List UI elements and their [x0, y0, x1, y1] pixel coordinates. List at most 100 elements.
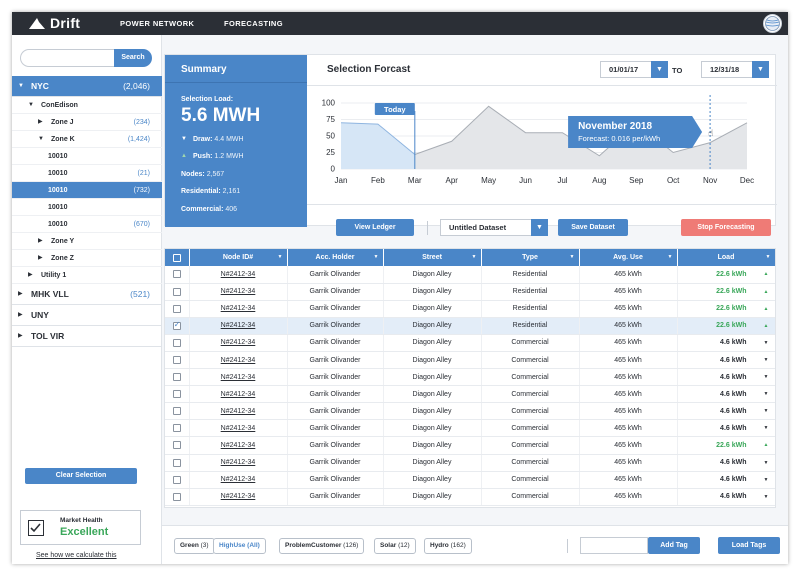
nav-power-network[interactable]: POWER NETWORK — [120, 19, 195, 28]
node-id-link[interactable]: N#2412-34 — [189, 454, 288, 472]
date-to-picker[interactable]: 12/31/18 ▼ — [701, 61, 769, 78]
save-dataset-button[interactable]: Save Dataset — [558, 219, 628, 236]
caret-down-icon[interactable]: ▼ — [28, 102, 34, 108]
health-calculation-link[interactable]: See how we calculate this — [36, 552, 117, 559]
sort-down-icon[interactable]: ▼ — [277, 254, 283, 260]
row-checkbox[interactable] — [165, 385, 190, 404]
date-from-picker[interactable]: 01/01/17 ▼ — [600, 61, 668, 78]
row-checkbox[interactable] — [165, 436, 190, 455]
column-acc-holder[interactable]: Acc. Holder ▼ — [287, 249, 384, 266]
row-checkbox[interactable] — [165, 300, 190, 318]
table-row[interactable]: N#2412-34 Garrik Olivander Diagon Alley Com… — [165, 454, 775, 472]
chevron-down-icon[interactable]: ▼ — [752, 61, 769, 78]
caret-right-icon[interactable]: ▶ — [18, 291, 23, 297]
node-id-link[interactable]: N#2412-34 — [189, 351, 288, 370]
node-id-link[interactable]: N#2412-34 — [189, 317, 288, 335]
chevron-down-icon[interactable]: ▼ — [531, 219, 548, 236]
chevron-down-icon[interactable]: ▼ — [651, 61, 668, 78]
checkbox[interactable] — [172, 320, 181, 330]
tag-chip[interactable]: Green (3) — [174, 538, 215, 554]
tree-item[interactable]: 10010 — [12, 148, 162, 165]
row-checkbox[interactable] — [165, 488, 190, 506]
caret-right-icon[interactable]: ▶ — [38, 255, 43, 261]
tag-chip[interactable]: Hydro (162) — [424, 538, 472, 554]
checkbox[interactable] — [172, 253, 181, 262]
caret-down-icon[interactable]: ▼ — [18, 83, 24, 89]
caret-down-icon[interactable]: ▼ — [38, 136, 44, 142]
row-checkbox[interactable] — [165, 368, 190, 387]
tree-item[interactable]: ▼ Zone K (1,424) — [12, 131, 162, 148]
search-button[interactable]: Search — [114, 49, 152, 67]
tree-item[interactable]: 10010 (732) — [12, 182, 162, 199]
sort-down-icon[interactable]: ▼ — [667, 254, 673, 260]
node-id-link[interactable]: N#2412-34 — [189, 300, 288, 318]
nav-forecasting[interactable]: FORECASTING — [224, 19, 283, 28]
tree-item[interactable]: ▶ Zone J (234) — [12, 114, 162, 131]
row-checkbox[interactable] — [165, 351, 190, 370]
node-id-link[interactable]: N#2412-34 — [189, 402, 288, 421]
table-row[interactable]: N#2412-34 Garrik Olivander Diagon Alley Com… — [165, 436, 775, 455]
table-row[interactable]: N#2412-34 Garrik Olivander Diagon Alley Com… — [165, 402, 775, 421]
stop-forecasting-button[interactable]: Stop Forecasting — [681, 219, 771, 236]
tag-input[interactable] — [580, 537, 648, 554]
tree-item[interactable]: 10010 — [12, 199, 162, 216]
column-type[interactable]: Type ▼ — [481, 249, 580, 266]
tree-item[interactable]: ▶ MHK VLL (521) — [12, 284, 162, 305]
checkbox[interactable] — [172, 424, 181, 433]
tag-chip[interactable]: HighUse (All) — [213, 538, 266, 554]
search-input[interactable] — [20, 49, 114, 67]
clear-selection-button[interactable]: Clear Selection — [25, 468, 137, 484]
row-checkbox[interactable] — [165, 419, 190, 438]
checkbox[interactable] — [172, 390, 181, 399]
node-id-link[interactable]: N#2412-34 — [189, 471, 288, 489]
row-checkbox[interactable] — [165, 266, 190, 284]
table-row[interactable]: N#2412-34 Garrik Olivander Diagon Alley Com… — [165, 368, 775, 387]
tree-item[interactable]: 10010 (670) — [12, 216, 162, 233]
checkbox[interactable] — [172, 287, 181, 296]
caret-right-icon[interactable]: ▶ — [28, 272, 33, 278]
table-row[interactable]: N#2412-34 Garrik Olivander Diagon Alley Com… — [165, 471, 775, 489]
checkbox[interactable] — [172, 338, 181, 347]
table-row[interactable]: N#2412-34 Garrik Olivander Diagon Alley Com… — [165, 419, 775, 438]
tree-item[interactable]: ▶ TOL VIR — [12, 326, 162, 347]
avatar[interactable] — [763, 14, 782, 33]
tree-item[interactable]: ▼ ConEdison — [12, 97, 162, 114]
table-row[interactable]: N#2412-34 Garrik Olivander Diagon Alley Com… — [165, 334, 775, 352]
tree-item[interactable]: ▶ Zone Z — [12, 250, 162, 267]
row-checkbox[interactable] — [165, 471, 190, 489]
node-id-link[interactable]: N#2412-34 — [189, 266, 288, 284]
tag-chip[interactable]: Solar (12) — [374, 538, 416, 554]
checkbox[interactable] — [172, 356, 181, 365]
node-id-link[interactable]: N#2412-34 — [189, 334, 288, 352]
select-all-checkbox[interactable] — [165, 249, 190, 266]
sort-down-icon[interactable]: ▼ — [765, 254, 771, 260]
row-checkbox[interactable] — [165, 402, 190, 421]
row-checkbox[interactable] — [165, 283, 190, 301]
table-row[interactable]: N#2412-34 Garrik Olivander Diagon Alley Com… — [165, 385, 775, 404]
node-id-link[interactable]: N#2412-34 — [189, 385, 288, 404]
node-id-link[interactable]: N#2412-34 — [189, 488, 288, 506]
dataset-select[interactable]: Untitled Dataset ▼ — [440, 219, 548, 236]
sort-down-icon[interactable]: ▼ — [569, 254, 575, 260]
load-tags-button[interactable]: Load Tags — [718, 537, 780, 554]
caret-right-icon[interactable]: ▶ — [18, 333, 23, 339]
checkbox[interactable] — [172, 304, 181, 313]
tag-chip[interactable]: ProblemCustomer (126) — [279, 538, 365, 554]
caret-right-icon[interactable]: ▶ — [18, 312, 23, 318]
logo[interactable]: Drift — [28, 15, 80, 31]
node-id-link[interactable]: N#2412-34 — [189, 419, 288, 438]
tree-item[interactable]: ▶ UNY — [12, 305, 162, 326]
checkbox[interactable] — [172, 407, 181, 416]
column-street[interactable]: Street ▼ — [383, 249, 482, 266]
tree-item[interactable]: ▼ NYC (2,046) — [12, 76, 162, 97]
checkbox[interactable] — [172, 373, 181, 382]
tree-item[interactable]: ▶ Zone Y — [12, 233, 162, 250]
add-tag-button[interactable]: Add Tag — [648, 537, 700, 554]
checkbox[interactable] — [172, 492, 181, 501]
view-ledger-button[interactable]: View Ledger — [336, 219, 414, 236]
table-row[interactable]: N#2412-34 Garrik Olivander Diagon Alley Com… — [165, 351, 775, 370]
